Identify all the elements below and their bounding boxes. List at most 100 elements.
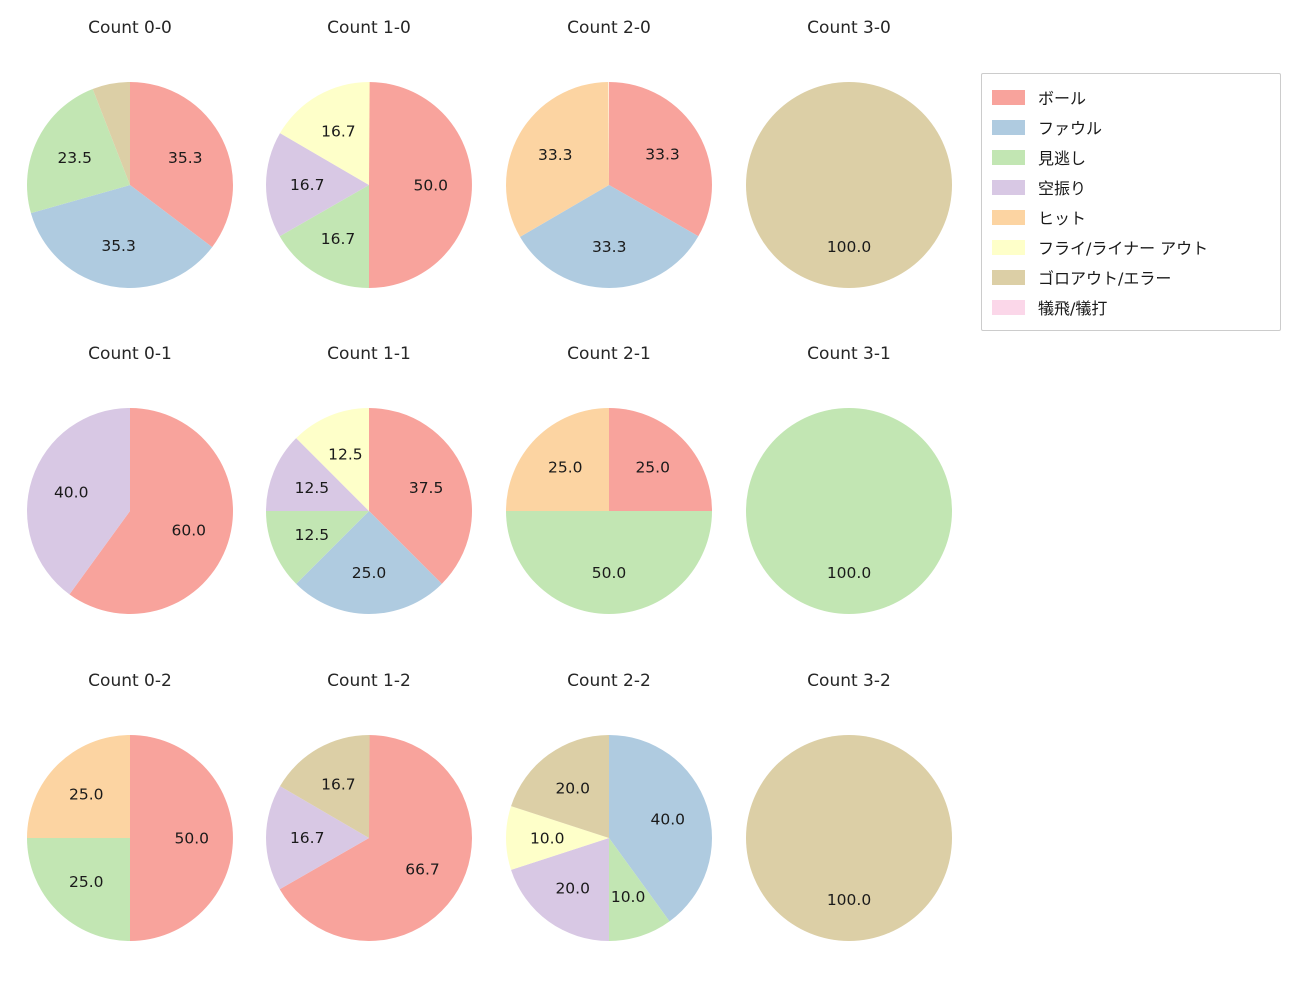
pie-slice-空振り <box>266 786 369 890</box>
pie-slice-label: 16.7 <box>321 230 356 248</box>
pie-slice-ファウル <box>30 185 213 288</box>
pie-slice-見逃し <box>279 185 369 288</box>
pie-slice-ボール <box>279 735 473 941</box>
pie-slice-label: 25.0 <box>69 873 104 891</box>
pie-slice-ヒット <box>506 408 609 511</box>
pie-slice-label: 40.0 <box>54 483 89 501</box>
legend-label: ファウル <box>1038 119 1103 138</box>
pie-slice-label: 10.0 <box>530 829 565 847</box>
pie-title: Count 3-2 <box>807 671 891 691</box>
pie-slice-label: 20.0 <box>555 779 590 797</box>
legend-swatch <box>992 269 1025 285</box>
legend-label: ボール <box>1038 89 1087 108</box>
pie-slice-label: 25.0 <box>352 564 387 582</box>
legend-item: 犠飛/犠打 <box>992 292 1270 322</box>
pie-slice-空振り <box>511 838 609 941</box>
pie-slice-見逃し <box>27 89 131 214</box>
pie-slice-label: 25.0 <box>69 786 104 804</box>
pie-title: Count 1-0 <box>327 18 411 38</box>
pie-chart-count-0-0: 35.3 35.3 23.5 <box>27 82 233 288</box>
legend-item: 空振り <box>992 172 1270 202</box>
pie-slice-label: 16.7 <box>321 123 356 141</box>
pie-chart-count-3-1: 100.0 <box>746 408 952 614</box>
legend-swatch <box>992 299 1025 315</box>
pie-slice-ボール <box>369 82 472 288</box>
pie-slice-label: 50.0 <box>175 829 210 847</box>
pie-slice-label: 12.5 <box>295 479 330 497</box>
legend-swatch <box>992 149 1025 165</box>
pie-title: Count 2-2 <box>567 671 651 691</box>
pie-title: Count 0-1 <box>88 344 172 364</box>
pie-slice-label: 100.0 <box>827 564 871 582</box>
pie-slice-label: 20.0 <box>555 879 590 897</box>
pie-slice-label: 33.3 <box>592 238 627 256</box>
pie-slice-label: 23.5 <box>57 149 92 167</box>
pie-title: Count 1-2 <box>327 671 411 691</box>
pie-slice-見逃し <box>609 838 670 941</box>
legend-item: ヒット <box>992 202 1270 232</box>
pie-slice-label: 40.0 <box>651 810 686 828</box>
pie-title: Count 0-2 <box>88 671 172 691</box>
pie-chart-count-2-2: 40.0 10.0 20.0 10.0 20.0 <box>505 735 712 941</box>
pie-slice-label: 12.5 <box>295 526 330 544</box>
pie-slice-ファウル <box>296 511 442 614</box>
pie-slice-label: 25.0 <box>548 459 583 477</box>
pie-title: Count 3-0 <box>807 18 891 38</box>
legend-label: 空振り <box>1038 179 1087 198</box>
legend-label: ヒット <box>1038 209 1087 228</box>
pie-slice-見逃し <box>27 838 130 941</box>
pie-slice-フライ/ライナー アウト <box>296 408 369 511</box>
pie-slice-ボール <box>69 408 234 614</box>
pie-slice-label: 35.3 <box>101 237 136 255</box>
pie-slice-ファウル <box>520 185 699 288</box>
legend-item: 見逃し <box>992 142 1270 172</box>
pie-slice-ファウル <box>609 735 712 922</box>
pie-slice-ヒット <box>27 735 130 838</box>
pie-slice-空振り <box>266 133 369 237</box>
pie-title: Count 2-0 <box>567 18 651 38</box>
pie-slice-ゴロアウト/エラー <box>511 735 609 838</box>
pie-chart-count-2-1: 25.0 50.0 25.0 <box>506 408 712 614</box>
pie-slice-label: 60.0 <box>172 522 207 540</box>
pie-slice-label: 35.3 <box>168 149 203 167</box>
pie-slice-見逃し <box>506 511 712 614</box>
legend-label: フライ/ライナー アウト <box>1038 239 1209 258</box>
legend-swatch <box>992 179 1025 195</box>
pie-slice-label: 37.5 <box>409 479 444 497</box>
pie-title: Count 2-1 <box>567 344 651 364</box>
pie-slice-label: 16.7 <box>321 776 356 794</box>
pie-chart-count-0-1: 60.0 40.0 <box>27 408 234 614</box>
pie-slice-見逃し <box>266 511 369 584</box>
pie-slice-ボール <box>130 735 233 941</box>
pie-slice-空振り <box>266 438 369 511</box>
legend-swatch <box>992 89 1025 105</box>
legend-item: ボール <box>992 82 1270 112</box>
pie-slice-label: 50.0 <box>414 176 449 194</box>
pie-chart-count-0-2: 50.0 25.0 25.0 <box>27 735 233 941</box>
legend-swatch <box>992 209 1025 225</box>
pie-slice-ボール <box>609 82 712 237</box>
pie-chart-count-1-2: 66.7 16.7 16.7 <box>266 734 473 941</box>
pie-chart-count-2-0: 33.3 33.3 33.3 <box>506 82 712 288</box>
legend-label: 犠飛/犠打 <box>1038 299 1108 318</box>
pie-slice-空振り <box>27 408 130 595</box>
legend-item: ゴロアウト/エラー <box>992 262 1270 292</box>
pie-title: Count 3-1 <box>807 344 891 364</box>
pie-slice-ボール <box>130 82 233 248</box>
pie-chart-count-3-2: 100.0 <box>746 735 952 941</box>
pie-slice-見逃し <box>746 408 952 614</box>
pie-chart-count-3-0: 100.0 <box>746 82 952 288</box>
pie-slice-フライ/ライナー アウト <box>505 806 609 870</box>
pie-slice-フライ/ライナー アウト <box>280 81 370 185</box>
pie-slice-label: 16.7 <box>290 829 325 847</box>
pie-slice-label: 25.0 <box>635 459 670 477</box>
legend-item: フライ/ライナー アウト <box>992 232 1270 262</box>
pie-slice-label: 33.3 <box>645 145 680 163</box>
legend-label: 見逃し <box>1038 149 1087 168</box>
pie-slice-ゴロアウト/エラー <box>746 735 952 941</box>
pie-slice-label: 66.7 <box>405 860 440 878</box>
legend: ボールファウル見逃し空振りヒットフライ/ライナー アウトゴロアウト/エラー犠飛/… <box>981 73 1281 331</box>
pie-slice-ゴロアウト/エラー <box>746 82 952 288</box>
legend-swatch <box>992 119 1025 135</box>
